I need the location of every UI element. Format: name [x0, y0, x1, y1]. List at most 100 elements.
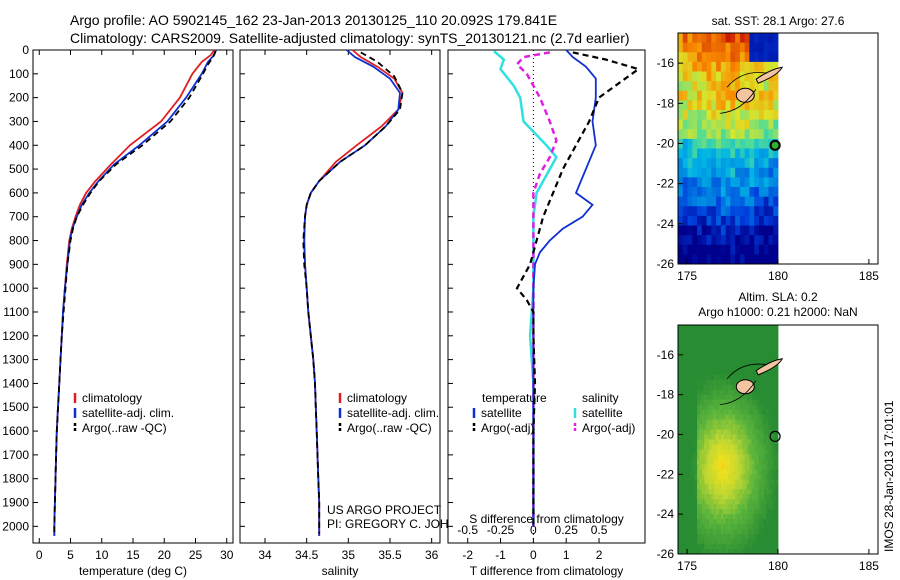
- sla-map-cell: [739, 454, 743, 460]
- sla-map-cell: [766, 354, 769, 361]
- temperature-profile-ytick-label: 800: [9, 234, 29, 248]
- sst-map-cell: [768, 215, 774, 226]
- sla-map-cell: [701, 469, 705, 475]
- sla-map-cell: [692, 474, 696, 480]
- sla-map-cell: [775, 469, 779, 475]
- sst-map-cell: [763, 254, 769, 265]
- sst-map-cell: [697, 100, 703, 111]
- sla-map-cell: [742, 325, 746, 331]
- sla-map-cell: [713, 529, 717, 535]
- sla-map-cell: [682, 544, 686, 550]
- sla-map-cell: [716, 419, 719, 425]
- sla-map-cell: [723, 469, 727, 475]
- sla-map-cell: [756, 514, 760, 520]
- diff-sal-satellite-line: [493, 50, 558, 527]
- sla-map-cell: [708, 444, 712, 450]
- sla-map-cell: [737, 539, 741, 545]
- sla-map-cell: [697, 399, 700, 406]
- sla-map-cell: [689, 489, 693, 495]
- sla-map-cell: [737, 524, 741, 530]
- sla-map-cell: [742, 409, 746, 416]
- sla-map-cell: [754, 524, 757, 530]
- sla-map-cell: [706, 439, 710, 445]
- sla-map-cell: [701, 504, 705, 510]
- sla-map-cell: [713, 344, 717, 351]
- sla-map-cell: [728, 494, 731, 500]
- sla-map-cell: [742, 474, 746, 480]
- sla-map-cell: [730, 339, 734, 346]
- sla-map-cell: [716, 344, 719, 351]
- sla-map-cell: [728, 394, 731, 401]
- sla-map-cell: [735, 339, 738, 346]
- sla-map-cell: [735, 514, 738, 520]
- sla-map-cell: [761, 354, 765, 361]
- sla-map-cell: [773, 494, 777, 500]
- sla-map-cell: [687, 534, 691, 540]
- sla-map-cell: [735, 344, 738, 351]
- sla-map-cell: [687, 494, 691, 500]
- sla-map-cell: [689, 414, 693, 420]
- sla-map-cell: [701, 344, 705, 351]
- sst-map-cell: [682, 119, 688, 130]
- sla-map-cell: [682, 484, 686, 490]
- sla-map-cell: [756, 489, 760, 495]
- sla-map-cell: [711, 325, 715, 331]
- sla-map-cell: [708, 404, 712, 411]
- sla-map-cell: [711, 464, 715, 470]
- sla-map-cell: [730, 329, 734, 336]
- sla-map-cell: [756, 354, 760, 361]
- sla-map-cell: [758, 474, 762, 480]
- sla-map-cell: [687, 434, 691, 440]
- sla-map-cell: [685, 409, 688, 416]
- sst-map-cell: [735, 254, 741, 265]
- sla-map-cell: [711, 339, 715, 346]
- sla-map-cell: [689, 549, 693, 555]
- sla-map-cell: [751, 374, 755, 381]
- sla-map-cell: [728, 539, 731, 545]
- sst-map-cell: [763, 42, 769, 53]
- sla-map-cell: [739, 424, 743, 430]
- sla-map-cell: [732, 379, 736, 386]
- sla-map-cell: [749, 534, 753, 540]
- sla-map-cell: [773, 509, 777, 515]
- sla-map-cell: [711, 509, 715, 515]
- sla-map-cell: [742, 359, 746, 366]
- sla-map-cell: [747, 424, 750, 430]
- sla-map-cell: [685, 539, 688, 545]
- sla-map-cell: [725, 404, 729, 411]
- sla-map-cell: [682, 464, 686, 470]
- sst-map-cell: [697, 235, 703, 246]
- sla-map-cell: [749, 409, 753, 416]
- sla-map-cell: [735, 479, 738, 485]
- sla-map-cell: [687, 444, 691, 450]
- sla-map-cell: [701, 474, 705, 480]
- sla-map-cell: [689, 364, 693, 371]
- sla-map-cell: [744, 419, 748, 425]
- sla-map-cell: [732, 479, 736, 485]
- sla-map-cell: [737, 474, 741, 480]
- sla-map-cell: [682, 424, 686, 430]
- sst-map-cell: [720, 254, 727, 265]
- sst-map-cell: [768, 42, 774, 53]
- sla-map-cell: [711, 544, 715, 550]
- sst-map-cell: [692, 71, 698, 82]
- sst-map-cell: [678, 225, 684, 236]
- sla-map-cell: [694, 359, 698, 366]
- sla-map-cell: [682, 334, 686, 341]
- sla-map-cell: [687, 509, 691, 515]
- sla-map-cell: [766, 349, 769, 356]
- sla-map-cell: [751, 479, 755, 485]
- sla-map-cell: [701, 439, 705, 445]
- sla-map-cell: [711, 429, 715, 435]
- sla-map-cell: [754, 349, 757, 356]
- sla-map-cell: [735, 544, 738, 550]
- sla-map-cell: [768, 524, 772, 530]
- sla-map-cell: [692, 339, 696, 346]
- sla-map-cell: [697, 384, 700, 391]
- sst-map-cell: [711, 119, 717, 130]
- sla-map-cell: [730, 414, 734, 420]
- sla-map-cell: [685, 384, 688, 391]
- sla-map-cell: [728, 359, 731, 366]
- sla-map-cell: [706, 514, 710, 520]
